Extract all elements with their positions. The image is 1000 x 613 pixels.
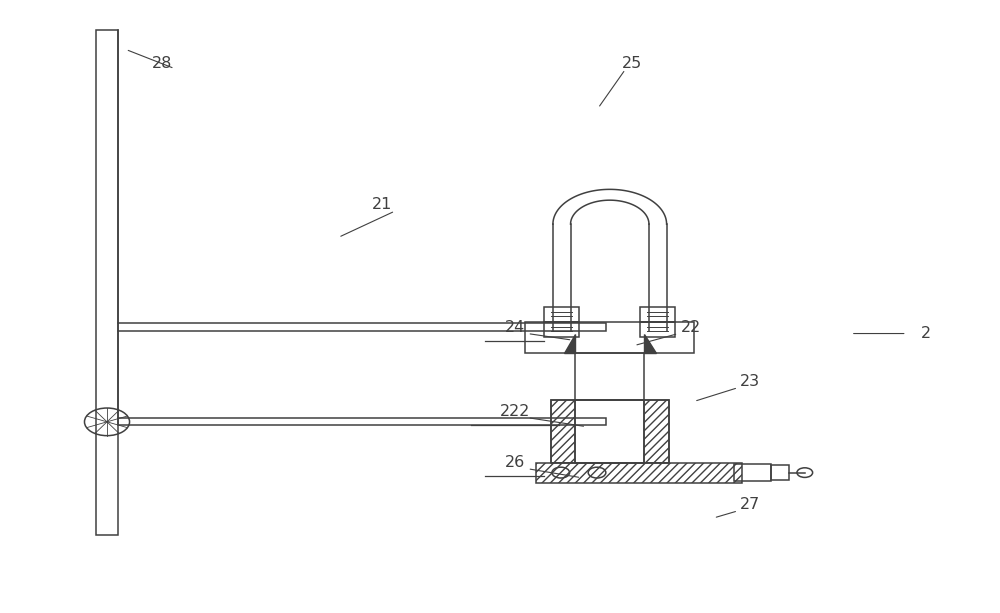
Text: 22: 22 — [681, 320, 701, 335]
Polygon shape — [536, 463, 742, 482]
Polygon shape — [564, 334, 575, 353]
Text: 222: 222 — [500, 404, 530, 419]
Text: 24: 24 — [505, 320, 525, 335]
Text: 28: 28 — [152, 56, 172, 70]
Text: 23: 23 — [740, 374, 760, 389]
Polygon shape — [551, 400, 575, 463]
Text: 21: 21 — [372, 197, 393, 212]
Polygon shape — [644, 400, 669, 463]
Text: 26: 26 — [505, 455, 525, 470]
Text: 2: 2 — [921, 326, 931, 341]
Polygon shape — [644, 334, 656, 353]
Text: 25: 25 — [622, 56, 642, 70]
Text: 27: 27 — [740, 497, 760, 512]
